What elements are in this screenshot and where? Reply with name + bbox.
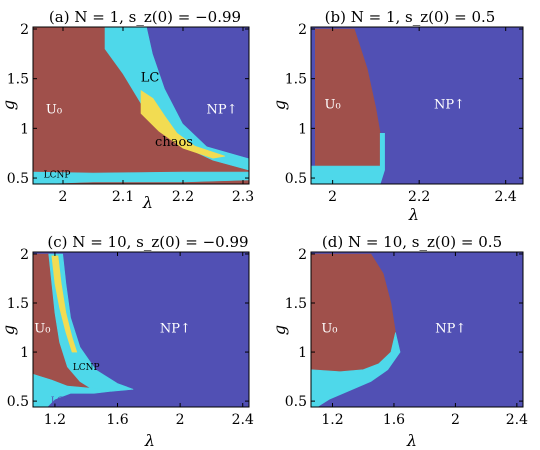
y-tick-label: 2 [20,22,29,38]
region-label: NP↑ [434,97,465,112]
y-tick-label: 2 [298,22,307,38]
panel-a-xlabel: λ [142,193,153,212]
y-tick-label: 1.5 [285,296,307,312]
y-tick-label: 0.5 [285,394,307,410]
panel-regions [33,252,249,407]
y-tick-label: 1.5 [7,72,29,88]
y-tick-label: 1 [298,121,307,137]
region-label: U₀ [46,102,62,117]
panel-a-title: (a) N = 1, s_z(0) = −0.99 [49,8,241,26]
x-tick-label: 2.1 [112,189,134,205]
x-tick-label: 2 [176,412,185,428]
axes-frame [310,251,524,408]
region-chaos [140,90,226,159]
panel-b-title: (b) N = 1, s_z(0) = 0.5 [325,8,496,26]
x-tick-label: 1.2 [321,412,343,428]
panel-b-xlabel: λ [408,205,419,224]
region-label: LCNP [73,363,100,373]
panel-c-title: (c) N = 10, s_z(0) = −0.99 [47,233,248,251]
region-label: U₀ [325,97,341,112]
panel-b: (b) N = 1, s_z(0) = 0.5 2 2.2 2.4 0.5 1 1.5 2 U… [270,8,524,224]
y-tick-label: 1 [298,345,307,361]
panel-c-ylabel: g [0,325,18,335]
panel-b-plot: 2 2.2 2.4 0.5 1 1.5 2 U₀ NP↑ [285,22,524,205]
y-tick-label: 0.5 [7,171,29,187]
y-tick-label: 0.5 [7,394,29,410]
y-tick-label: 2 [20,247,29,263]
x-tick-label: 2.2 [172,189,194,205]
axes-frame [32,26,250,185]
panel-regions [311,252,523,407]
x-tick-label: 2.3 [232,189,254,205]
region-lc [311,332,401,407]
y-tick-label: 0.5 [285,171,307,187]
panel-c-plot: 1.2 1.6 2 2.4 0.5 1 1.5 2 U₀ LCNP NP↑ LCNP [7,247,254,428]
region-label: U₀ [34,321,50,336]
y-tick-label: 1 [20,345,29,361]
axes-frame [310,26,524,185]
region-label: NP↑ [206,102,237,117]
x-tick-label: 2.2 [408,189,430,205]
region-label: NP↑ [160,321,191,336]
x-tick-label: 1.6 [106,412,128,428]
y-tick-label: 1 [20,121,29,137]
panel-regions [33,27,249,184]
region-label: LC [141,71,160,86]
panel-d-xlabel: λ [406,431,417,450]
x-tick-label: 2 [451,412,460,428]
panel-a: (a) N = 1, s_z(0) = −0.99 2 2.1 2.2 2.3 0.5 1… [0,8,254,212]
region-label: chaos [155,135,193,150]
region-chaos [51,255,78,353]
region-label: NP↑ [435,321,466,336]
y-tick-label: 1.5 [285,72,307,88]
region-label: LCNP [51,397,78,407]
region-lc [311,133,385,184]
panel-b-ylabel: g [270,100,289,110]
x-tick-label: 2.4 [495,189,517,205]
x-tick-label: 1.6 [383,412,405,428]
panel-d: (d) N = 10, s_z(0) = 0.5 1.2 1.6 2 2.40.511… [270,233,528,450]
panel-a-plot: 2 2.1 2.2 2.3 0.5 1 1.5 2 U₀ LC NP↑ chaos LCNP [7,22,254,205]
x-tick-label: 2.4 [232,412,254,428]
panel-c: (c) N = 10, s_z(0) = −0.99 1.2 1.6 2 2.4 0.5… [0,233,254,450]
panel-d-title: (d) N = 10, s_z(0) = 0.5 [322,233,502,251]
region-label: LCNP [44,171,71,181]
panel-a-ylabel: g [0,100,18,110]
panel-regions [311,27,523,184]
x-tick-label: 2 [59,189,68,205]
axes-frame [32,251,250,408]
panel-d-ylabel: g [270,325,289,335]
region-lc2 [48,253,134,392]
x-tick-label: 2 [328,189,337,205]
region-label: U₀ [321,321,337,336]
y-tick-label: 1.5 [7,296,29,312]
panel-d-plot: 1.2 1.6 2 2.4 0.5 1 1.5 2 U₀ NP↑ [285,247,528,428]
region-np [146,27,249,159]
panel-c-xlabel: λ [144,431,155,450]
y-tick-label: 2 [298,247,307,263]
x-tick-label: 1.2 [44,412,66,428]
x-tick-label: 2.4 [506,412,528,428]
